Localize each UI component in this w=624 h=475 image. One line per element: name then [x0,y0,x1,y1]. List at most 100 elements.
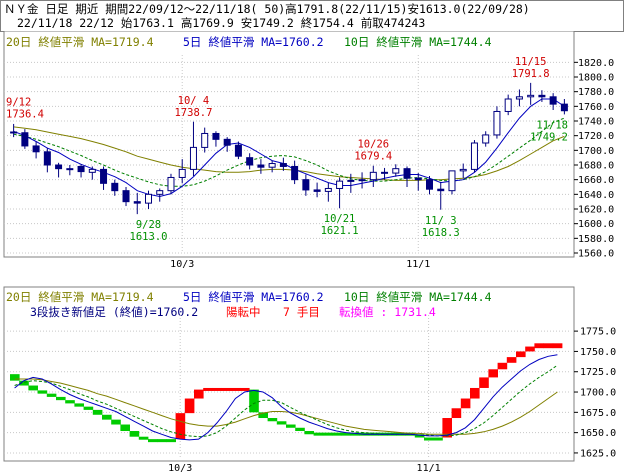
candle-x-axis: 10/3 11/1 [170,259,430,270]
break-brick-up [240,387,250,391]
break-brick-up [488,369,498,378]
break-brick-down [267,418,278,422]
legend2-ma20: 20日 終値平滑 MA=1719.4 [6,290,154,304]
break-brick-down [332,432,342,436]
annotation-high-date: 10/26 [357,138,389,150]
annotation-low-value: 1613.0 [130,231,168,243]
annotation-low-date: 9/28 [136,219,161,231]
break-brick-up [203,387,213,391]
break-brick-down [10,374,20,381]
break-brick-up [221,387,232,391]
candle-body [302,179,310,191]
candle-body [403,168,411,179]
candle-body [257,164,265,168]
candle-ytick-label: 1720.0 [578,131,614,142]
candle-ytick-label: 1740.0 [578,117,614,128]
break-brick-down [433,437,443,441]
candle-body [527,94,535,98]
annotation-high-date: 11/15 [515,56,547,68]
candle-body [167,176,175,192]
break-brick-down [65,400,75,404]
candle-body [122,190,130,203]
candle-body [268,163,276,168]
break-brick-down [102,414,112,420]
annotation-high-date: 9/12 [6,97,31,109]
candle-body [10,131,18,134]
break-ytick-label: 1700.0 [580,388,616,399]
break-brick-down [249,389,259,413]
candle-body [313,189,321,192]
candle-body [358,179,366,182]
break-brick-up [552,343,563,349]
candle-body [66,168,74,171]
candle-body [324,187,332,192]
candle-ytick-label: 1640.0 [578,190,614,201]
annotation-low-value: 1749.2 [530,131,568,143]
break-brick-up [525,346,535,352]
candle-body [369,171,377,181]
legend-ma20: 20日 終値平滑 MA=1719.4 [6,35,154,49]
candle-ytick-label: 1580.0 [578,234,614,245]
break-brick-down [129,431,140,437]
break-ytick-label: 1675.0 [580,408,616,419]
break-ma5-line [14,354,558,441]
break-brick-up [212,387,222,391]
break-ma20-line [14,378,558,435]
candle-ytick-label: 1700.0 [578,146,614,157]
candle-body [178,168,186,178]
candle-body [279,163,287,167]
break-info-trend: 陽転中 [226,305,261,319]
candle-ytick-label: 1560.0 [578,249,614,260]
annotation-low-date: 11/18 [536,119,568,131]
candle-body [549,96,557,105]
candle-body [515,96,523,100]
candle-body [381,171,389,174]
candles [10,82,568,215]
candle-body [21,132,29,147]
break-brick-down [74,403,84,407]
break-brick-down [341,432,351,436]
break-brick-down [414,434,425,438]
break-brick-up [470,387,480,399]
break-brick-up [497,362,508,370]
break-ytick-label: 1725.0 [580,367,616,378]
break-ma10-line [14,364,558,438]
break-brick-up [230,387,241,391]
break-brick-down [258,412,268,419]
break-brick-down [304,431,314,435]
break-brick-up [451,408,462,419]
break-brick-down [166,439,176,443]
break-y-axis: 1625.0 1650.0 1675.0 1700.0 1725.0 1750.0 1775… [574,327,616,459]
break-ytick-label: 1750.0 [580,347,616,358]
candle-body [560,103,568,112]
ma10-line [13,117,565,187]
candle-body [448,170,456,192]
chart-header: ＮＹ金 日足 期近 期間22/09/12～22/11/18( 50)高1791.… [0,0,624,32]
break-info-value: 3段抜き新値足 (終値)=1760.2 [30,305,198,319]
candle-body [201,132,209,148]
break-brick-down [322,432,333,436]
candle-ytick-label: 1660.0 [578,175,614,186]
break-brick-down [56,396,66,401]
break-brick-down [46,393,57,397]
annotation-low-date: 10/21 [324,213,356,225]
candle-ytick-label: 1620.0 [578,205,614,216]
candle-body [470,142,478,170]
break-brick-up [184,398,195,414]
candle-body [437,188,445,192]
header-summary-line: ＮＹ金 日足 期近 期間22/09/12～22/11/18( 50)高1791.… [4,2,530,16]
break-info-step: 7 手目 [283,305,320,319]
candle-body [504,98,512,112]
candle-ytick-label: 1780.0 [578,87,614,98]
candle-body [145,193,152,204]
break-brick-down [120,424,130,432]
candle-body [234,144,242,157]
annotation-high-date: 10/ 4 [178,95,210,107]
header-quote-line: 22/11/18 22/12 始1763.1 高1769.9 安1749.2 終… [17,16,426,30]
candle-body [88,168,96,173]
candle-body [347,179,355,182]
candle-body [212,132,220,140]
ma20-line [13,126,565,181]
break-brick-up [460,398,471,409]
annotation-high-value: 1736.4 [6,109,44,121]
